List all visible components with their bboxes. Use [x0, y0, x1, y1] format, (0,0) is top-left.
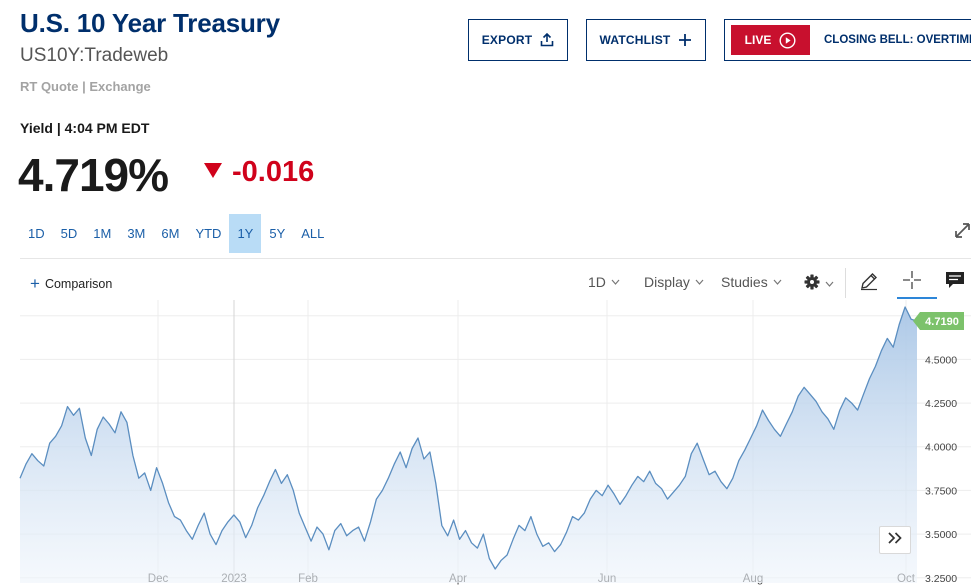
- yield-chart[interactable]: 3.25003.50003.75004.00004.25004.50004.75…: [0, 300, 971, 587]
- display-dropdown[interactable]: Display: [644, 274, 704, 290]
- last-value-flag-text: 4.7190: [925, 316, 959, 328]
- chart-divider: [20, 258, 971, 259]
- interval-dropdown[interactable]: 1D: [588, 274, 620, 290]
- play-circle-icon: [779, 31, 796, 49]
- comparison-label: Comparison: [44, 277, 113, 291]
- watchlist-button[interactable]: WATCHLIST: [586, 19, 706, 61]
- interval-label: 1D: [588, 274, 606, 290]
- watchlist-label: WATCHLIST: [599, 33, 671, 47]
- series-area: [20, 307, 917, 583]
- y-tick-label: 3.5000: [925, 529, 957, 541]
- chevron-down-icon: [695, 279, 704, 285]
- range-tab-1m[interactable]: 1M: [93, 226, 112, 241]
- y-tick-label: 4.5000: [925, 354, 957, 366]
- studies-dropdown[interactable]: Studies: [721, 274, 782, 290]
- display-label: Display: [644, 274, 690, 290]
- range-tab-ytd[interactable]: YTD: [195, 226, 222, 241]
- upload-icon: [540, 33, 554, 47]
- change-group: -0.016: [203, 156, 314, 189]
- series-line: [19, 306, 918, 570]
- y-tick-label: 3.7500: [925, 485, 957, 497]
- crosshair-active-indicator: [897, 297, 937, 299]
- time-range-tabs: 1D 5D 1M 3M 6M YTD 1Y 5Y ALL: [20, 214, 332, 253]
- pencil-icon[interactable]: [859, 271, 879, 296]
- comparison-button[interactable]: + Comparison: [30, 274, 113, 293]
- crosshair-icon[interactable]: [902, 270, 922, 295]
- expand-icon[interactable]: [954, 222, 971, 244]
- settings-dropdown[interactable]: [804, 274, 834, 293]
- range-tab-5y[interactable]: 5Y: [269, 226, 286, 241]
- down-arrow-icon: [203, 162, 223, 184]
- studies-label: Studies: [721, 274, 768, 290]
- plus-icon: [678, 33, 692, 47]
- range-tab-3m[interactable]: 3M: [127, 226, 146, 241]
- live-show-title: CLOSING BELL: OVERTIME: [824, 34, 971, 46]
- gear-icon: [804, 274, 820, 293]
- live-label: LIVE: [744, 33, 772, 47]
- range-tab-1y[interactable]: 1Y: [229, 214, 262, 253]
- range-tab-all[interactable]: ALL: [301, 226, 325, 241]
- change-value: -0.016: [232, 156, 315, 188]
- range-tab-6m[interactable]: 6M: [161, 226, 180, 241]
- chevron-down-icon: [773, 279, 782, 285]
- y-tick-label: 4.2500: [925, 398, 957, 410]
- yield-timestamp: Yield | 4:04 PM EDT: [20, 120, 150, 136]
- last-value-flag-shape: [913, 311, 964, 330]
- export-button[interactable]: EXPORT: [468, 19, 568, 61]
- range-tab-1d[interactable]: 1D: [28, 226, 45, 241]
- ticker-symbol: US10Y:Tradeweb: [20, 45, 169, 66]
- y-tick-label: 3.2500: [925, 573, 957, 585]
- chevron-down-icon: [611, 279, 620, 285]
- last-yield-value: 4.719%: [18, 149, 169, 201]
- range-tab-5d[interactable]: 5D: [60, 226, 78, 241]
- plus-icon: +: [30, 274, 40, 293]
- scroll-to-latest-button[interactable]: [879, 526, 911, 554]
- chat-icon[interactable]: [945, 271, 965, 294]
- live-badge[interactable]: LIVE: [731, 25, 810, 55]
- page-title: U.S. 10 Year Treasury: [20, 8, 280, 38]
- quote-source-label: RT Quote | Exchange: [20, 79, 151, 94]
- y-tick-label: 4.0000: [925, 442, 957, 454]
- toolbar-separator: [845, 268, 846, 298]
- double-chevron-right-icon: [887, 531, 903, 549]
- chevron-down-icon: [825, 281, 834, 287]
- last-value-flag: 4.7190: [913, 311, 964, 330]
- export-label: EXPORT: [481, 33, 533, 47]
- live-tv-banner[interactable]: LIVE CLOSING BELL: OVERTIME: [724, 19, 971, 61]
